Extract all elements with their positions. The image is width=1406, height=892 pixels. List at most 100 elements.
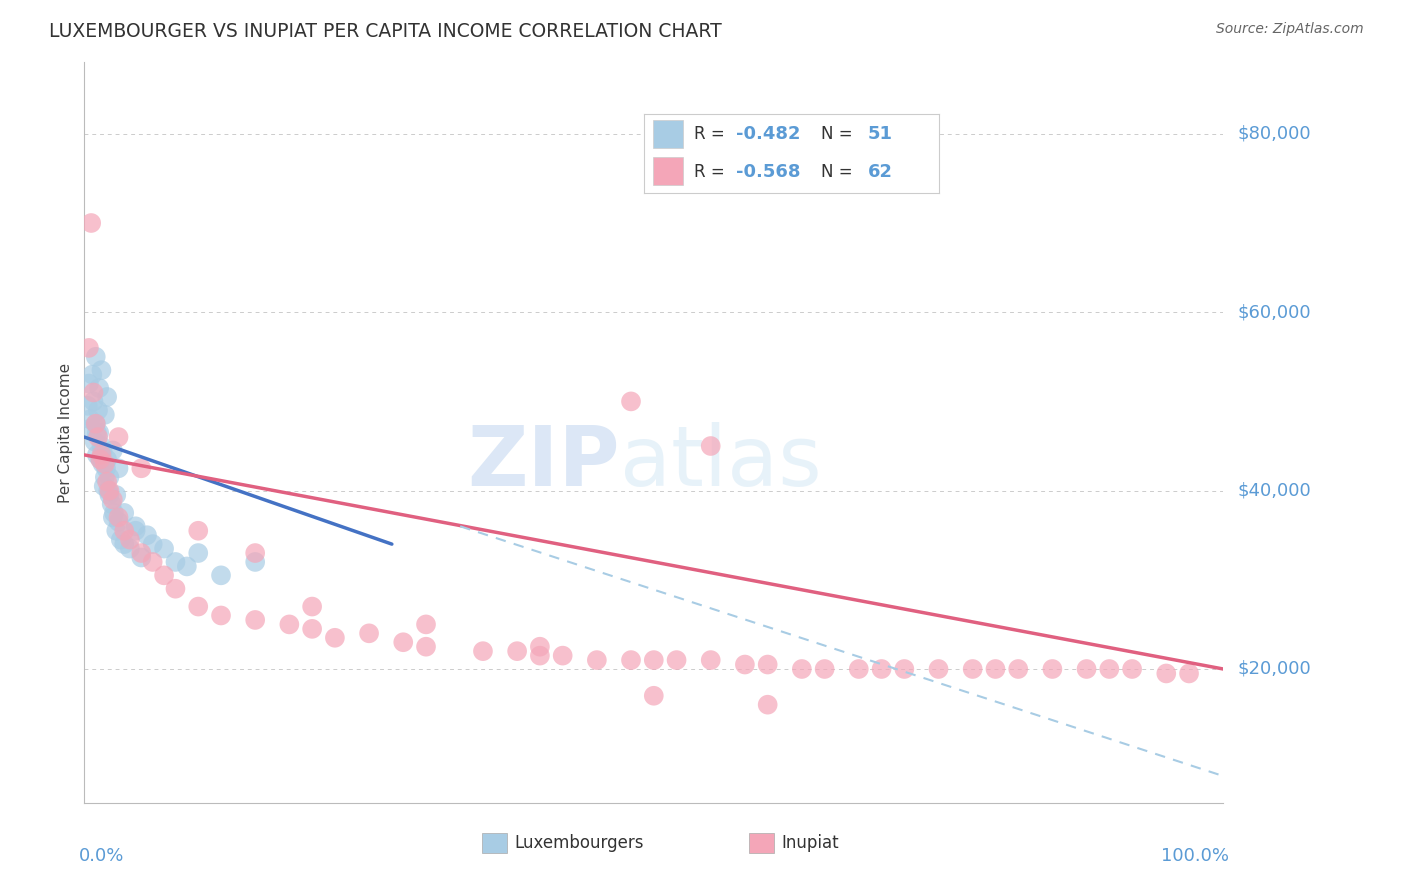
Text: -0.568: -0.568 xyxy=(735,162,800,180)
Point xyxy=(1076,662,1098,676)
Point xyxy=(187,599,209,614)
Point xyxy=(87,403,110,417)
Text: N =: N = xyxy=(821,162,858,180)
Text: Source: ZipAtlas.com: Source: ZipAtlas.com xyxy=(1216,22,1364,37)
Point xyxy=(84,417,107,431)
Point xyxy=(96,390,118,404)
Point xyxy=(82,394,104,409)
Text: 51: 51 xyxy=(868,126,893,144)
Point xyxy=(142,555,165,569)
Point xyxy=(359,626,381,640)
Point xyxy=(415,640,437,654)
Point xyxy=(118,533,141,547)
Point xyxy=(94,457,117,471)
Point xyxy=(301,599,323,614)
Point xyxy=(84,350,107,364)
Point xyxy=(105,488,128,502)
Point xyxy=(187,524,209,538)
Point xyxy=(131,546,153,560)
Point xyxy=(551,648,574,663)
Point xyxy=(101,492,124,507)
Point xyxy=(529,648,551,663)
Point xyxy=(756,657,779,672)
Point xyxy=(870,662,893,676)
Point xyxy=(107,515,129,529)
Point xyxy=(91,457,114,471)
Point xyxy=(124,519,146,533)
Text: LUXEMBOURGER VS INUPIAT PER CAPITA INCOME CORRELATION CHART: LUXEMBOURGER VS INUPIAT PER CAPITA INCOM… xyxy=(49,22,721,41)
Point xyxy=(187,546,209,560)
Point xyxy=(112,537,135,551)
Point xyxy=(82,385,104,400)
Point xyxy=(1007,662,1029,676)
Text: 62: 62 xyxy=(868,162,893,180)
Text: Inupiat: Inupiat xyxy=(782,834,838,852)
Point xyxy=(107,430,129,444)
Bar xyxy=(654,157,682,185)
Text: ZIP: ZIP xyxy=(467,422,620,503)
Point xyxy=(96,475,118,489)
Point xyxy=(80,216,103,230)
Point xyxy=(82,368,104,382)
Point xyxy=(86,448,108,462)
Point xyxy=(1156,666,1178,681)
Point xyxy=(245,613,267,627)
Point xyxy=(529,640,551,654)
Point xyxy=(77,376,100,391)
Point xyxy=(80,421,103,435)
Point xyxy=(98,483,121,498)
Point xyxy=(620,394,643,409)
Point xyxy=(586,653,609,667)
Point xyxy=(278,617,301,632)
Point xyxy=(165,582,187,596)
Point xyxy=(700,439,723,453)
Point xyxy=(1042,662,1064,676)
Point xyxy=(110,533,132,547)
Point xyxy=(928,662,950,676)
Point xyxy=(506,644,529,658)
Point xyxy=(103,506,125,520)
Point xyxy=(97,483,120,498)
Point xyxy=(107,510,129,524)
Point xyxy=(76,399,98,413)
Y-axis label: Per Capita Income: Per Capita Income xyxy=(58,362,73,503)
Point xyxy=(301,622,323,636)
Bar xyxy=(654,120,682,148)
Point xyxy=(100,497,122,511)
Text: $80,000: $80,000 xyxy=(1237,125,1310,143)
Point xyxy=(89,425,111,440)
Point xyxy=(98,470,121,484)
Point xyxy=(176,559,198,574)
Text: atlas: atlas xyxy=(620,422,821,503)
Point xyxy=(209,608,232,623)
Point xyxy=(245,555,267,569)
Point xyxy=(1121,662,1143,676)
Point xyxy=(101,510,124,524)
Point xyxy=(90,448,112,462)
Point xyxy=(89,452,111,467)
Point xyxy=(848,662,870,676)
Point xyxy=(98,488,121,502)
Point xyxy=(643,653,665,667)
Text: R =: R = xyxy=(695,126,730,144)
Point xyxy=(93,479,115,493)
Point xyxy=(96,452,118,467)
Text: $20,000: $20,000 xyxy=(1237,660,1310,678)
Text: 0.0%: 0.0% xyxy=(79,847,124,865)
Text: Luxembourgers: Luxembourgers xyxy=(513,834,644,852)
Point xyxy=(94,470,117,484)
Point xyxy=(131,461,153,475)
Point xyxy=(415,617,437,632)
Point xyxy=(124,524,146,538)
Text: $40,000: $40,000 xyxy=(1237,482,1310,500)
Point xyxy=(734,657,756,672)
Point xyxy=(131,550,153,565)
Point xyxy=(105,524,128,538)
Point xyxy=(101,443,124,458)
Point xyxy=(90,363,112,377)
Point xyxy=(472,644,495,658)
Text: N =: N = xyxy=(821,126,858,144)
Point xyxy=(83,434,105,449)
Point xyxy=(153,541,176,556)
Point xyxy=(107,461,129,475)
